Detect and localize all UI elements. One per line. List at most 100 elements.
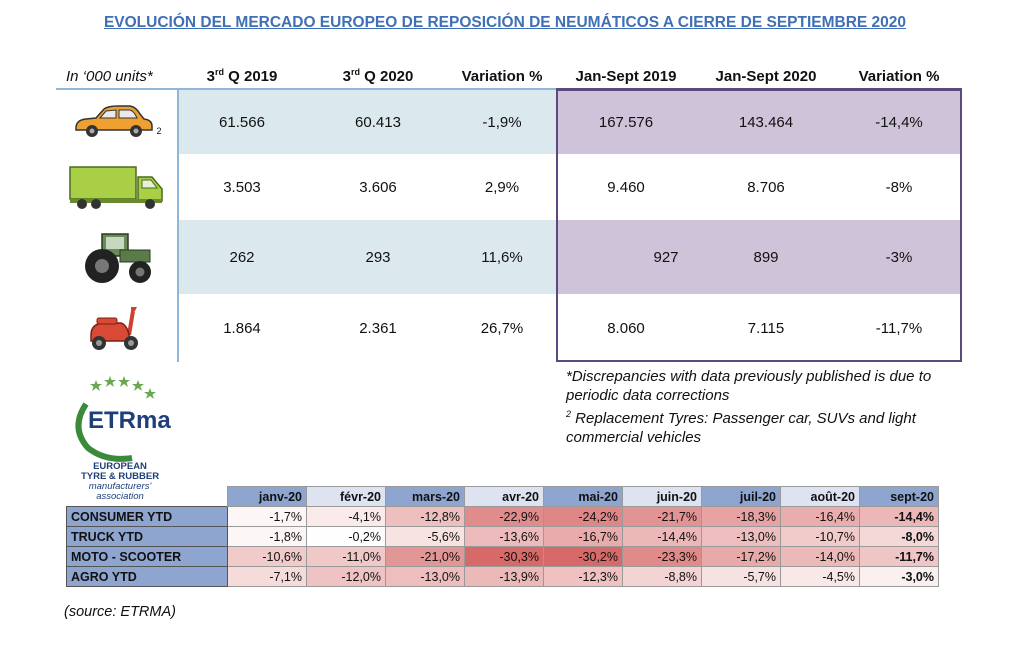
variation-cell: -16,4%	[780, 506, 860, 527]
table-row: CONSUMER YTD -1,7% -4,1% -12,8% -22,9% -24,2%…	[66, 506, 939, 527]
variation-cell: -14,4%	[622, 526, 702, 547]
header-ytd-2020: Jan-Sept 2020	[715, 68, 817, 85]
month-header: avr-20	[464, 486, 544, 507]
variation-cell: -30,3%	[464, 546, 544, 567]
row-label: AGRO YTD	[66, 566, 228, 587]
variation-cell: -12,3%	[543, 566, 623, 587]
variation-cell: -4,1%	[306, 506, 386, 527]
header-q3-2019: 3rd Q 2019	[206, 67, 278, 86]
variation-cell: -5,7%	[701, 566, 781, 587]
footnote-discrepancies: *Discrepancies with data previously publ…	[566, 368, 932, 404]
month-header: août-20	[780, 486, 860, 507]
variation-cell: -12,8%	[385, 506, 465, 527]
variation-cell: -21,7%	[622, 506, 702, 527]
row-label: MOTO - SCOOTER	[66, 546, 228, 567]
table-row-tractor: 262 293 11,6% 927 899 -3%	[56, 220, 962, 294]
source-note: (source: ETRMA)	[64, 604, 176, 620]
car-footnote-marker: 2	[156, 126, 162, 136]
header-divider	[56, 88, 962, 90]
month-header: juil-20	[701, 486, 781, 507]
footnote-replacement-tyres: 2 Replacement Tyres: Passenger car, SUVs…	[566, 409, 916, 446]
header-q3-2020: 3rd Q 2020	[342, 67, 414, 86]
icon-column-divider	[177, 88, 179, 362]
cell-ytd-2019: 167.576	[598, 113, 654, 131]
cell-ytd-2020: 143.464	[738, 113, 794, 131]
cell-ytd-2020: 8.706	[747, 178, 785, 196]
table-row: TRUCK YTD -1,8% -0,2% -5,6% -13,6% -16,7% -14,…	[66, 526, 939, 547]
cell-variation-ytd: -8%	[885, 178, 913, 196]
variation-cell: -22,9%	[464, 506, 544, 527]
variation-cell: -30,2%	[543, 546, 623, 567]
row-label: CONSUMER YTD	[66, 506, 228, 527]
cell-variation-q3: -1,9%	[482, 113, 522, 131]
variation-cell: -11,7%	[859, 546, 939, 567]
variation-cell: -13,0%	[701, 526, 781, 547]
truck-icon	[56, 154, 176, 220]
variation-cell: -17,2%	[701, 546, 781, 567]
month-header: juin-20	[622, 486, 702, 507]
variation-cell: -8,0%	[859, 526, 939, 547]
cell-ytd-2019: 8.060	[607, 319, 645, 337]
table-row-scooter: 1.864 2.361 26,7% 8.060 7.115 -11,7%	[56, 294, 962, 362]
cell-ytd-2019: 9.460	[607, 178, 645, 196]
variation-cell: -13,6%	[464, 526, 544, 547]
row-label: TRUCK YTD	[66, 526, 228, 547]
variation-cell: -8,8%	[622, 566, 702, 587]
variation-cell: -13,0%	[385, 566, 465, 587]
cell-q3-2020: 293	[365, 248, 391, 266]
month-header-row: janv-20 févr-20 mars-20 avr-20 mai-20 juin-20…	[67, 486, 939, 507]
cell-variation-ytd: -14,4%	[875, 113, 923, 131]
variation-cell: -14,0%	[780, 546, 860, 567]
logo-mark-text: ETRma	[88, 407, 171, 434]
table-row: MOTO - SCOOTER -10,6% -11,0% -21,0% -30,3% -3…	[66, 546, 939, 567]
variation-cell: -0,2%	[306, 526, 386, 547]
header-ytd-2019: Jan-Sept 2019	[575, 68, 677, 85]
ytd-highlight-frame	[556, 88, 962, 362]
page-title: EVOLUCIÓN DEL MERCADO EUROPEO DE REPOSIC…	[103, 14, 907, 31]
variation-cell: -4,5%	[780, 566, 860, 587]
variation-cell: -16,7%	[543, 526, 623, 547]
cell-q3-2020: 3.606	[359, 178, 397, 196]
cell-q3-2020: 2.361	[359, 319, 397, 337]
variation-cell: -21,0%	[385, 546, 465, 567]
variation-cell: -13,9%	[464, 566, 544, 587]
corner-cell	[67, 487, 228, 507]
monthly-variation-table: janv-20 févr-20 mars-20 avr-20 mai-20 juin-20…	[66, 486, 939, 587]
cell-q3-2019: 262	[229, 248, 255, 266]
logo-caption: EUROPEAN TYRE & RUBBER manufacturers' as…	[80, 461, 160, 502]
month-header: janv-20	[227, 486, 307, 507]
variation-cell: -24,2%	[543, 506, 623, 527]
variation-cell: -12,0%	[306, 566, 386, 587]
cell-q3-2019: 1.864	[223, 319, 261, 337]
month-header: mars-20	[385, 486, 465, 507]
cell-q3-2019: 3.503	[223, 178, 261, 196]
month-header: mai-20	[543, 486, 623, 507]
header-variation-q3: Variation %	[461, 68, 543, 85]
units-label: In ‘000 units*	[66, 68, 153, 85]
cell-ytd-2020: 899	[753, 248, 779, 266]
variation-cell: -1,8%	[227, 526, 307, 547]
variation-cell: -18,3%	[701, 506, 781, 527]
table-row-truck: 3.503 3.606 2,9% 9.460 8.706 -8%	[56, 154, 962, 220]
cell-variation-q3: 26,7%	[480, 319, 524, 337]
variation-cell: -23,3%	[622, 546, 702, 567]
variation-cell: -10,6%	[227, 546, 307, 567]
variation-cell: -5,6%	[385, 526, 465, 547]
table-row: AGRO YTD -7,1% -12,0% -13,0% -13,9% -12,3% -8,…	[66, 566, 939, 587]
cell-variation-ytd: -11,7%	[875, 319, 923, 337]
variation-cell: -1,7%	[227, 506, 307, 527]
variation-cell: -11,0%	[306, 546, 386, 567]
cell-variation-ytd: -3%	[885, 248, 913, 266]
footnotes: *Discrepancies with data previously publ…	[566, 367, 946, 447]
cell-ytd-2019: 927	[653, 248, 679, 266]
variation-cell: -10,7%	[780, 526, 860, 547]
scooter-icon	[56, 294, 176, 362]
etrma-logo: ETRma	[62, 374, 192, 504]
month-header: sept-20	[859, 486, 939, 507]
variation-cell: -3,0%	[859, 566, 939, 587]
header-variation-ytd: Variation %	[858, 68, 940, 85]
table-row-car: 2 61.566 60.413 -1,9% 167.576 143.464 -1…	[56, 90, 962, 154]
cell-q3-2020: 60.413	[355, 113, 401, 131]
tractor-icon	[56, 220, 176, 294]
variation-cell: -7,1%	[227, 566, 307, 587]
